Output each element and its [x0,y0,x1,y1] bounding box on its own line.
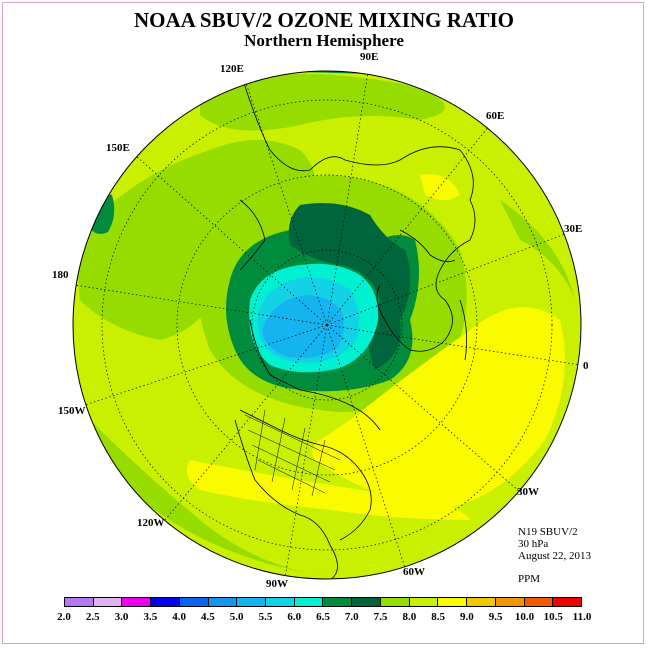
colorbar-box [65,598,94,606]
lon-label-60e: 60E [486,110,505,122]
colorbar-tick-label: 10.5 [543,611,563,623]
colorbar-tick-label: 8.5 [431,611,445,623]
ozone-band-7-5-north [200,74,445,131]
colorbar-tick-label: 5.5 [258,611,273,623]
colorbar-tick-label: 9.5 [488,611,503,623]
colorbar-box [495,598,525,606]
colorbar-tick-label: 3.5 [143,611,158,623]
colorbar-box [151,598,180,606]
colorbar-box [409,598,439,606]
map-boundary [72,70,582,580]
lon-label-30e: 30E [564,223,583,235]
colorbar-box [93,598,123,606]
ozone-band-5 [262,295,344,358]
ozone-band-7-5 [75,140,315,340]
colorbar-box [438,598,468,606]
ozone-band-8-5-europe [420,174,460,200]
lon-label-120e: 120E [220,63,244,75]
colorbar-tick-label: 8.0 [402,611,417,623]
colorbar-tick-label: 10.0 [514,611,535,623]
instrument-label: N19 SBUV/2 [518,526,578,538]
colorbar-box [122,598,152,606]
colorbar-tick-label: 11.0 [572,611,592,623]
colorbar-tick-label: 2.0 [57,611,71,623]
lon-label-30w: 30W [517,486,539,498]
lon-label-90e: 90E [360,51,379,63]
colorbar-box [380,598,410,606]
ozone-band-7-5-east [500,200,575,300]
us-state-grid [244,409,341,497]
colorbar-tick-label: 7.5 [373,611,388,623]
coastlines [234,71,476,579]
lon-label-90w: 90W [266,578,288,590]
colorbar-box [266,598,295,606]
colorbar-tick-label: 4.5 [201,611,215,623]
map-subtitle: Northern Hemisphere [244,31,404,50]
colorbar-box [294,598,324,606]
colorbar-tick-label: 2.5 [85,611,100,623]
colorbar-box [352,598,381,606]
lon-label-0: 0 [583,360,589,372]
colorbar-tick-label: 9.0 [460,611,474,623]
ozone-band-7 [288,202,411,370]
colorbar-box [208,598,238,606]
lon-label-180: 180 [52,269,69,281]
date-label: August 22, 2013 [518,550,592,562]
colorbar-box [467,598,496,606]
pressure-label: 30 hPa [518,538,549,550]
lon-label-150w: 150W [58,405,86,417]
ozone-band-8-5-america [186,460,470,520]
colorbar-tick-label: 6.5 [316,611,330,623]
colorbar [64,597,582,607]
ozone-band-8-5-atlantic [312,307,565,510]
colorbar-box [524,598,554,606]
colorbar-box [553,598,581,606]
colorbar-tick-label: 7.0 [344,611,359,623]
colorbar-box [323,598,353,606]
colorbar-tick-label: 5.0 [229,611,244,623]
ozone-band-6-5-west [88,194,115,234]
lon-label-150e: 150E [106,142,130,154]
lon-label-120w: 120W [137,517,165,529]
colorbar-tick-label: 4.0 [172,611,186,623]
graticule [74,71,581,579]
colorbar-tick-label: 3.0 [114,611,129,623]
colorbar-box [179,598,209,606]
lon-label-60w: 60W [403,566,425,578]
map-title: NOAA SBUV/2 OZONE MIXING RATIO [134,8,514,32]
colorbar-box [237,598,267,606]
colorbar-tick-label: 6.0 [287,611,302,623]
units-label: PPM [518,573,541,585]
